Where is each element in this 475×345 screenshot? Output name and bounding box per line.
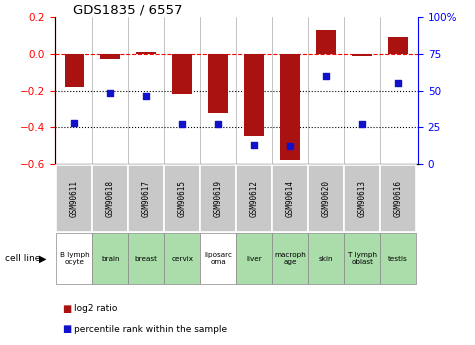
- Text: B lymph
ocyte: B lymph ocyte: [59, 252, 89, 265]
- FancyBboxPatch shape: [308, 165, 344, 232]
- Text: GSM90619: GSM90619: [214, 180, 223, 217]
- Bar: [280, 54, 300, 160]
- Text: GSM90614: GSM90614: [286, 180, 295, 217]
- Text: GDS1835 / 6557: GDS1835 / 6557: [73, 3, 182, 16]
- Text: ■: ■: [62, 304, 71, 314]
- Text: breast: breast: [135, 256, 158, 262]
- Text: GSM90617: GSM90617: [142, 180, 151, 217]
- FancyBboxPatch shape: [308, 234, 344, 284]
- Bar: [209, 54, 228, 112]
- Text: macroph
age: macroph age: [275, 252, 306, 265]
- FancyBboxPatch shape: [128, 234, 164, 284]
- Point: [179, 121, 186, 127]
- Point: [359, 121, 366, 127]
- Point: [286, 144, 294, 149]
- Text: log2 ratio: log2 ratio: [74, 304, 117, 313]
- Text: brain: brain: [101, 256, 120, 262]
- Text: GSM90611: GSM90611: [70, 180, 79, 217]
- Text: percentile rank within the sample: percentile rank within the sample: [74, 325, 227, 334]
- FancyBboxPatch shape: [380, 165, 416, 232]
- Point: [323, 73, 330, 79]
- Text: GSM90615: GSM90615: [178, 180, 187, 217]
- Text: testis: testis: [389, 256, 408, 262]
- Point: [142, 93, 150, 99]
- Text: cell line: cell line: [5, 254, 40, 263]
- FancyBboxPatch shape: [344, 165, 380, 232]
- Text: GSM90620: GSM90620: [322, 180, 331, 217]
- Point: [71, 120, 78, 126]
- FancyBboxPatch shape: [200, 234, 237, 284]
- FancyBboxPatch shape: [164, 165, 200, 232]
- Text: GSM90618: GSM90618: [106, 180, 115, 217]
- FancyBboxPatch shape: [237, 234, 272, 284]
- Text: GSM90612: GSM90612: [250, 180, 259, 217]
- FancyBboxPatch shape: [272, 165, 308, 232]
- FancyBboxPatch shape: [237, 165, 272, 232]
- Point: [250, 142, 258, 148]
- Bar: [352, 54, 372, 56]
- Point: [106, 91, 114, 96]
- FancyBboxPatch shape: [272, 234, 308, 284]
- Bar: [101, 54, 120, 59]
- FancyBboxPatch shape: [200, 165, 237, 232]
- FancyBboxPatch shape: [93, 234, 128, 284]
- Text: T lymph
oblast: T lymph oblast: [348, 252, 377, 265]
- FancyBboxPatch shape: [128, 165, 164, 232]
- FancyBboxPatch shape: [380, 234, 416, 284]
- Bar: [65, 54, 84, 87]
- Text: skin: skin: [319, 256, 333, 262]
- Text: liver: liver: [247, 256, 262, 262]
- FancyBboxPatch shape: [57, 234, 93, 284]
- Bar: [136, 52, 156, 54]
- Bar: [389, 37, 408, 54]
- Point: [394, 80, 402, 86]
- Bar: [172, 54, 192, 94]
- Text: GSM90613: GSM90613: [358, 180, 367, 217]
- Bar: [245, 54, 264, 136]
- Point: [215, 121, 222, 127]
- FancyBboxPatch shape: [57, 165, 93, 232]
- FancyBboxPatch shape: [93, 165, 128, 232]
- Text: GSM90616: GSM90616: [394, 180, 403, 217]
- FancyBboxPatch shape: [164, 234, 200, 284]
- Text: cervix: cervix: [171, 256, 193, 262]
- FancyBboxPatch shape: [344, 234, 380, 284]
- Text: ▶: ▶: [39, 254, 47, 264]
- Text: ■: ■: [62, 325, 71, 334]
- Text: liposarc
oma: liposarc oma: [204, 252, 232, 265]
- Bar: [316, 30, 336, 54]
